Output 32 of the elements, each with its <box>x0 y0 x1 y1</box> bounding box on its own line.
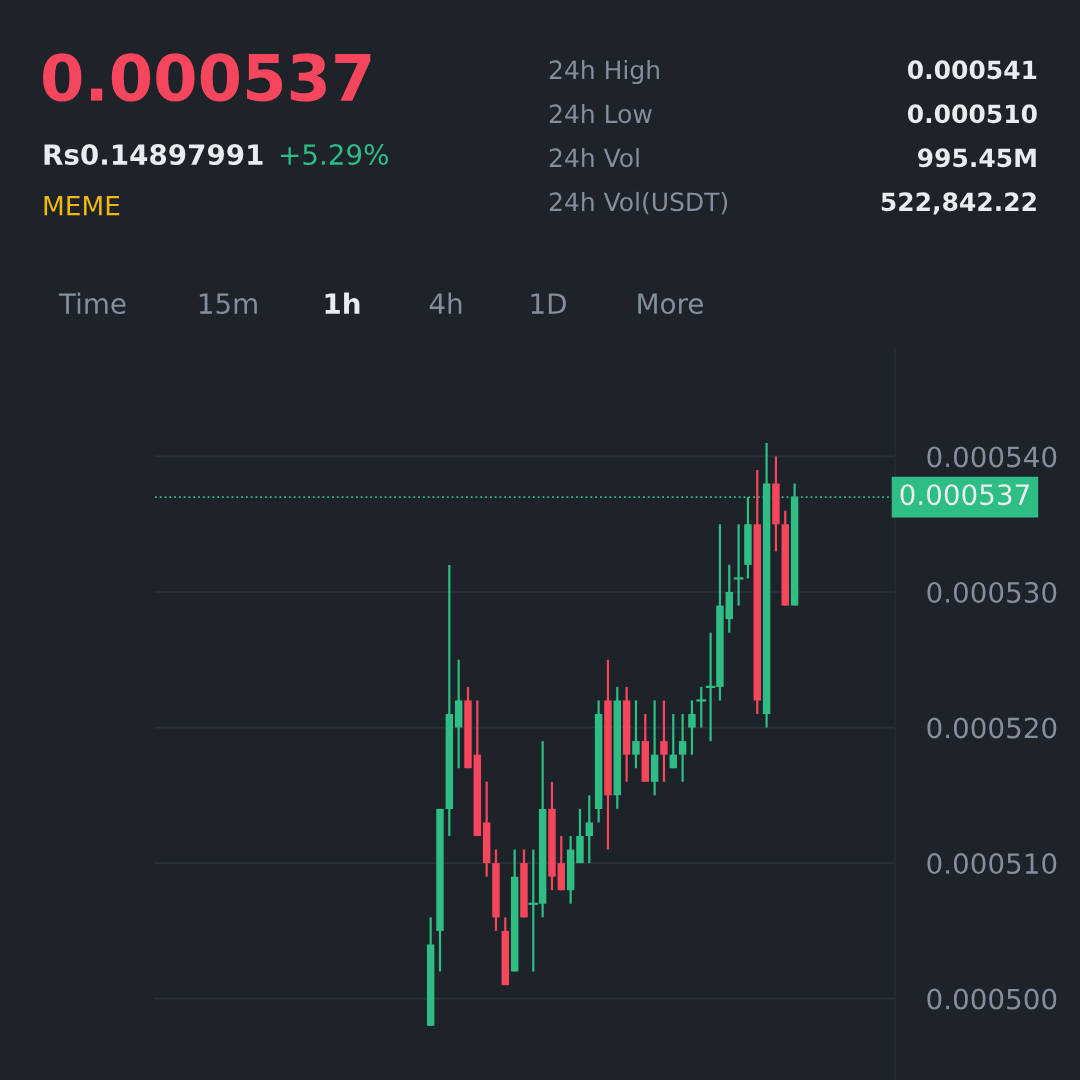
candlestick <box>733 523 744 607</box>
text: 24h Low <box>549 103 652 124</box>
chart-title: 0.000537 <box>43 53 371 102</box>
candlestick <box>688 699 696 756</box>
candlestick <box>660 699 668 783</box>
y-tick-label: 0.000520 <box>927 717 1057 739</box>
text: 995.45M <box>917 148 1036 168</box>
y-tick-label: 0.000530 <box>927 581 1057 603</box>
text: 15m <box>199 293 257 315</box>
y-tick-label: 0.000540 <box>927 446 1057 468</box>
text: 4h <box>429 292 462 314</box>
y-tick-label: 0.000510 <box>927 853 1057 875</box>
candlestick <box>696 685 707 729</box>
text: +5.29% <box>280 144 388 166</box>
candlestick <box>585 794 594 865</box>
text: 1D <box>531 293 566 314</box>
text: 1h <box>325 292 360 314</box>
text: More <box>638 293 703 315</box>
text: MEME <box>44 196 120 216</box>
candlestick <box>669 712 678 770</box>
text: 0.000510 <box>907 104 1037 124</box>
text: 24h Vol <box>549 147 639 168</box>
candlestick <box>678 712 687 783</box>
text: 24h Vol(USDT) <box>549 191 728 215</box>
text: 0.000541 <box>907 60 1037 80</box>
y-tick-label: 0.000500 <box>927 988 1057 1010</box>
chart-subtitle: Rs0.14897991 <box>44 144 263 166</box>
candlestick <box>632 699 640 770</box>
text: 522,842.22 <box>881 192 1036 215</box>
ref-line-label: 0.000537 <box>900 484 1029 506</box>
text: Time <box>58 292 126 315</box>
text: 24h High <box>549 59 659 85</box>
